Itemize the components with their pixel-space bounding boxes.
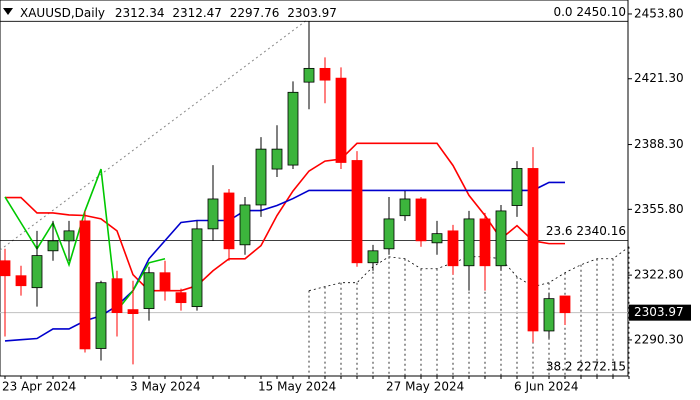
candle-body <box>223 192 235 250</box>
menu-arrow[interactable] <box>3 8 13 15</box>
fibo-label: 0.0 2450.10 <box>553 5 626 19</box>
y-tick-label: 2388.30 <box>634 137 684 151</box>
candle-body <box>431 233 443 244</box>
fibo-label: 38.2 2272.15 <box>546 360 626 374</box>
indicator-line <box>5 142 565 292</box>
open-value: 2312.34 <box>115 6 165 20</box>
candle-body <box>47 240 59 252</box>
candle-body <box>495 210 507 267</box>
y-tick-label: 2421.30 <box>634 71 684 85</box>
trend-line <box>0 19 308 251</box>
candle-body <box>479 218 491 267</box>
candle-body <box>111 278 123 314</box>
marks <box>0 20 630 377</box>
candle-body <box>319 67 331 81</box>
candle-body <box>31 255 43 289</box>
candle-body <box>0 260 11 277</box>
candle-body <box>95 282 107 349</box>
candle-body <box>415 198 427 242</box>
candle-body <box>239 204 251 246</box>
chart-header: XAUUSD,Daily 2312.34 2312.47 2297.76 230… <box>20 6 337 20</box>
x-tick-label: 23 Apr 2024 <box>2 380 76 394</box>
candle-body <box>255 148 267 206</box>
x-tick-label: 3 May 2024 <box>130 380 201 394</box>
candle-body <box>367 250 379 264</box>
candle-body <box>543 298 555 332</box>
candle-body <box>463 218 475 267</box>
price-label-box <box>629 304 691 321</box>
candle-body <box>335 77 347 163</box>
y-tick-label: 2355.80 <box>634 202 684 216</box>
candle-body <box>303 67 315 83</box>
candle-body <box>15 275 27 287</box>
candle-body <box>351 160 363 264</box>
candle-body <box>383 218 395 250</box>
y-tick-label: 2290.30 <box>634 332 684 346</box>
x-tick-label: 6 Jun 2024 <box>514 380 579 394</box>
candle-body <box>527 168 539 332</box>
y-tick-label: 2322.80 <box>634 268 684 282</box>
candle-body <box>287 91 299 166</box>
candle-body <box>127 309 139 314</box>
candle-body <box>79 220 91 350</box>
candle-body <box>559 295 571 314</box>
high-value: 2312.47 <box>172 6 222 20</box>
candle-body <box>271 148 283 170</box>
candle-body <box>159 272 171 292</box>
candle-body <box>175 292 187 304</box>
fibo-label: 23.6 2340.16 <box>546 224 626 238</box>
x-tick-label: 27 May 2024 <box>386 380 464 394</box>
x-tick-label: 15 May 2024 <box>258 380 336 394</box>
price-label: 2303.97 <box>634 305 684 319</box>
candle-body <box>511 168 523 206</box>
candle-body <box>63 230 75 242</box>
low-value: 2297.76 <box>230 6 280 20</box>
y-tick-label: 2453.80 <box>634 6 684 20</box>
close-value: 2303.97 <box>287 6 337 20</box>
candle-body <box>143 272 155 310</box>
candle-body <box>207 198 219 230</box>
candle-body <box>447 230 459 267</box>
chart-title: XAUUSD,Daily <box>20 6 105 20</box>
candle-body <box>191 228 203 308</box>
candle-body <box>399 198 411 217</box>
